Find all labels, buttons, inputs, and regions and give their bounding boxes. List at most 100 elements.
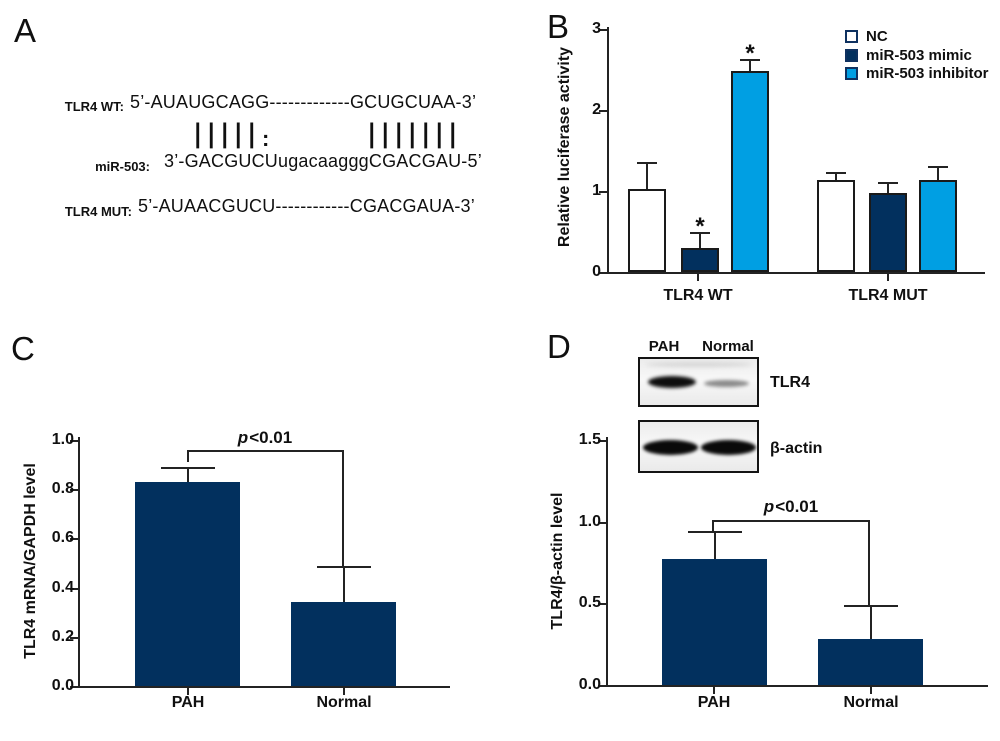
error-bar-cap [826,172,846,175]
y-tick [70,686,78,688]
legend-swatch [845,48,858,62]
error-bar-line [342,566,345,603]
bracket-left-drop [712,520,714,533]
bar [628,189,666,272]
y-tick-label: 0.4 [51,578,74,596]
error-bar-cap [316,565,371,568]
bar [681,247,719,272]
blot-image-bactin [638,420,759,473]
error-bar-cap [843,604,898,607]
y-tick [70,587,78,590]
y-tick [598,603,606,606]
bracket-right-drop [342,450,344,566]
error-bar-cap [690,232,710,235]
base-pairing-bars-left: ||||| [193,119,261,149]
blot-smear [646,362,752,367]
y-tick [598,685,606,687]
error-bar-cap [740,58,760,61]
panel-a-label: A [14,12,37,49]
y-tick [70,538,78,541]
p-value-label: p<0.01 [210,428,320,448]
blot-band-tlr4-pah [648,376,696,388]
y-tick [599,191,607,193]
y-tick [70,636,78,639]
error-bar-line [713,532,716,560]
error-bar-cap [687,531,742,534]
y-tick-label: 1.0 [578,512,601,530]
bracket-horizontal [187,450,344,452]
x-tick [343,688,345,695]
significance-star: * [745,39,755,67]
y-tick-label: 0.6 [51,529,74,547]
y-tick-label: 3 [592,20,601,37]
p-value: <0.01 [249,428,293,447]
blot-lane-label-normal: Normal [702,338,754,355]
y-axis-title: TLR4/β-actin level [549,492,566,630]
blot-band-bactin-pah [643,440,698,455]
error-bar-line [699,233,701,248]
seq-label-tlr4-wt: TLR4 WT: [64,99,124,114]
y-tick [70,440,78,442]
base-pairing-bars-right: ||||||| [367,119,462,149]
legend-label: miR-503 mimic [866,46,972,64]
bar [731,71,769,272]
x-category-label: Normal [316,694,372,711]
error-bar-line [646,162,648,190]
blot-row-label-tlr4: TLR4 [770,374,810,391]
x-tick [697,274,699,281]
bar [818,639,923,685]
x-axis-line [606,685,988,687]
bracket-right-drop [868,520,870,606]
blot-row-label-bactin: β-actin [770,440,823,457]
error-bar-line [937,166,939,180]
y-tick-label: 0.0 [578,676,601,693]
bracket-left-drop [187,450,189,462]
error-bar-line [887,182,889,194]
y-tick-label: 1 [592,182,601,199]
x-category-label: PAH [171,694,205,711]
x-tick [887,274,889,281]
y-tick-label: 0 [592,263,601,280]
panel-c-label: C [11,330,35,367]
error-bar-line [186,468,189,482]
x-tick [187,688,189,695]
y-axis-title: TLR4 mRNA/GAPDH level [22,463,39,659]
p-value: <0.01 [775,497,819,516]
y-tick-label: 0.8 [51,480,74,498]
x-tick [870,687,872,694]
panel-b-label: B [547,8,570,45]
seq-label-tlr4-mut: TLR4 MUT: [64,204,132,219]
seq-tlr4-wt: 5’-AUAUGCAGG-------------GCUGCUAA-3’ [130,92,477,112]
y-tick-label: 1.5 [578,431,601,449]
y-tick [598,521,606,524]
error-bar-cap [878,181,898,184]
error-bar-cap [637,161,657,164]
seq-tlr4-mut: 5’-AUAACGUCU------------CGACGAUA-3’ [138,196,475,216]
blot-band-bactin-normal [701,440,756,455]
y-tick [599,29,607,31]
x-axis-line [607,272,985,274]
y-tick-label: 2 [592,101,601,118]
y-tick [598,440,606,443]
y-axis-line [78,437,80,688]
error-bar-line [835,173,837,180]
significance-star: * [695,213,705,241]
bar [817,179,855,272]
p-symbol: p [237,428,249,447]
legend-label: miR-503 inhibitor [866,65,989,82]
p-symbol: p [763,497,775,516]
legend-label: NC [866,28,888,45]
y-tick [70,489,78,492]
bracket-horizontal [712,520,870,522]
y-tick-label: 1.0 [51,431,74,448]
panel-d-label: D [547,328,571,365]
x-category-label: PAH [697,694,731,711]
error-bar-cap [160,467,215,470]
y-tick-label: 0.5 [578,594,601,612]
p-value-label: p<0.01 [736,497,846,517]
bar [291,602,396,686]
y-axis-title: Relative luciferase activity [556,46,573,248]
error-bar-line [749,59,751,72]
y-tick-label: 0.2 [51,627,74,645]
